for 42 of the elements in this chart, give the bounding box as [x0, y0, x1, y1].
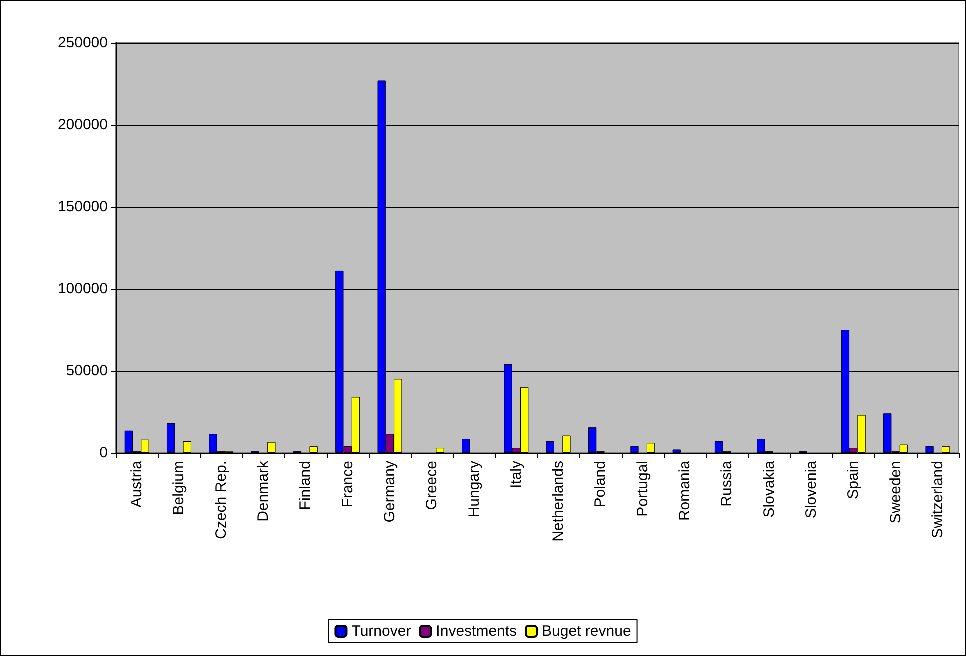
y-tick-label: 250000	[58, 34, 108, 52]
x-tick-label: Switzerland	[929, 461, 946, 539]
bar	[630, 446, 639, 453]
x-tick-label: Denmark	[255, 460, 272, 522]
bar	[183, 442, 192, 453]
x-tick-label: Romania	[676, 460, 694, 522]
x-tick-label: Poland	[592, 461, 610, 508]
legend-label: Turnover	[352, 623, 412, 640]
x-tick-label: Russia	[718, 460, 736, 507]
x-tick-label: Greece	[424, 461, 441, 510]
x-tick-label: Slovakia	[760, 460, 778, 518]
y-tick-label: 200000	[58, 116, 108, 134]
x-tick-label: Austria	[128, 460, 146, 508]
x-tick-label: Belgium	[170, 461, 188, 516]
bar	[268, 442, 276, 453]
bar	[926, 446, 934, 453]
bar	[942, 446, 950, 453]
x-tick-label: Germany	[381, 460, 398, 523]
bar	[310, 446, 318, 453]
bar	[167, 423, 176, 453]
bar	[546, 442, 554, 453]
bar	[462, 439, 470, 453]
x-tick-label: Italy	[508, 460, 525, 489]
x-tick-label: Netherlands	[550, 461, 568, 542]
x-tick-label: Spain	[845, 461, 862, 500]
legend-label: Buget revnue	[542, 623, 632, 640]
x-tick-label: Sweeden	[887, 461, 904, 524]
x-tick-label: Slovenia	[802, 460, 820, 519]
x-tick-label: Portugal	[634, 461, 652, 517]
x-tick-label: France	[339, 461, 356, 508]
bar	[562, 436, 571, 453]
x-tick-label: Czech Rep.	[212, 461, 230, 540]
x-tick-label: Hungary	[466, 460, 483, 518]
bar	[646, 443, 656, 453]
y-tick-label: 100000	[58, 280, 108, 298]
x-tick-label: Finland	[297, 461, 314, 510]
y-tick-label: 50000	[66, 362, 108, 380]
y-tick-label: 0	[100, 444, 108, 462]
bar	[436, 448, 444, 453]
legend-label: Investments	[436, 623, 518, 640]
y-tick-label: 150000	[58, 198, 108, 216]
bar	[672, 450, 681, 453]
